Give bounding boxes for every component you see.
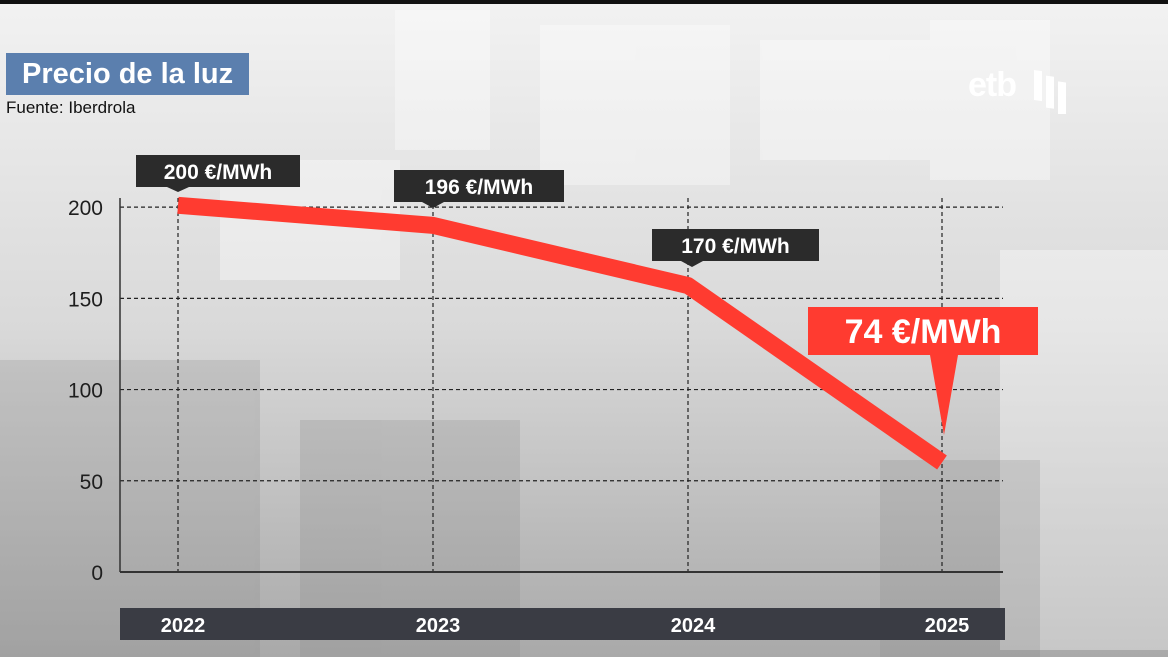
data-label-2024: 170 €/MWh [652, 229, 819, 267]
data-label-box [652, 229, 819, 261]
data-label-box [136, 155, 300, 187]
y-tick-label: 0 [91, 562, 103, 585]
data-label-text: 196 €/MWh [425, 176, 534, 199]
x-tick-label: 2023 [416, 615, 461, 637]
y-tick-label: 100 [68, 380, 103, 403]
x-tick-label: 2022 [161, 615, 206, 637]
data-label-2025: 74 €/MWh [808, 307, 1038, 435]
chart-source: Fuente: Iberdrola [6, 98, 136, 117]
etb-logo: etb [968, 66, 1017, 104]
data-label-pointer [422, 202, 444, 208]
x-axis-bar [120, 608, 1005, 640]
x-axis: 2022 2023 2024 2025 [120, 608, 1005, 640]
y-tick-label: 150 [68, 288, 103, 311]
data-label-pointer [930, 355, 958, 435]
axes [119, 198, 1003, 573]
series-line [177, 196, 947, 470]
data-label-2023: 196 €/MWh [394, 170, 564, 208]
data-label-box [808, 307, 1038, 355]
data-label-text: 200 €/MWh [164, 161, 273, 184]
y-tick-label: 200 [68, 197, 103, 220]
x-tick-label: 2025 [925, 615, 970, 637]
y-tick-label: 50 [80, 471, 103, 494]
data-label-text: 170 €/MWh [681, 235, 790, 258]
x-tick-label: 2024 [671, 615, 716, 637]
series-line-path [177, 196, 947, 470]
data-label-text: 74 €/MWh [845, 313, 1002, 351]
data-label-pointer [681, 261, 703, 267]
chart-title: Precio de la luz [6, 53, 250, 95]
data-label-2022: 200 €/MWh [136, 155, 300, 192]
data-label-box [394, 170, 564, 202]
data-labels: 200 €/MWh 196 €/MWh 170 €/MWh 74 €/MWh [136, 155, 1038, 435]
y-axis-ticks: 0 50 100 150 200 [68, 197, 103, 585]
etb-logo-icon [1034, 70, 1066, 114]
data-label-pointer [167, 187, 189, 192]
